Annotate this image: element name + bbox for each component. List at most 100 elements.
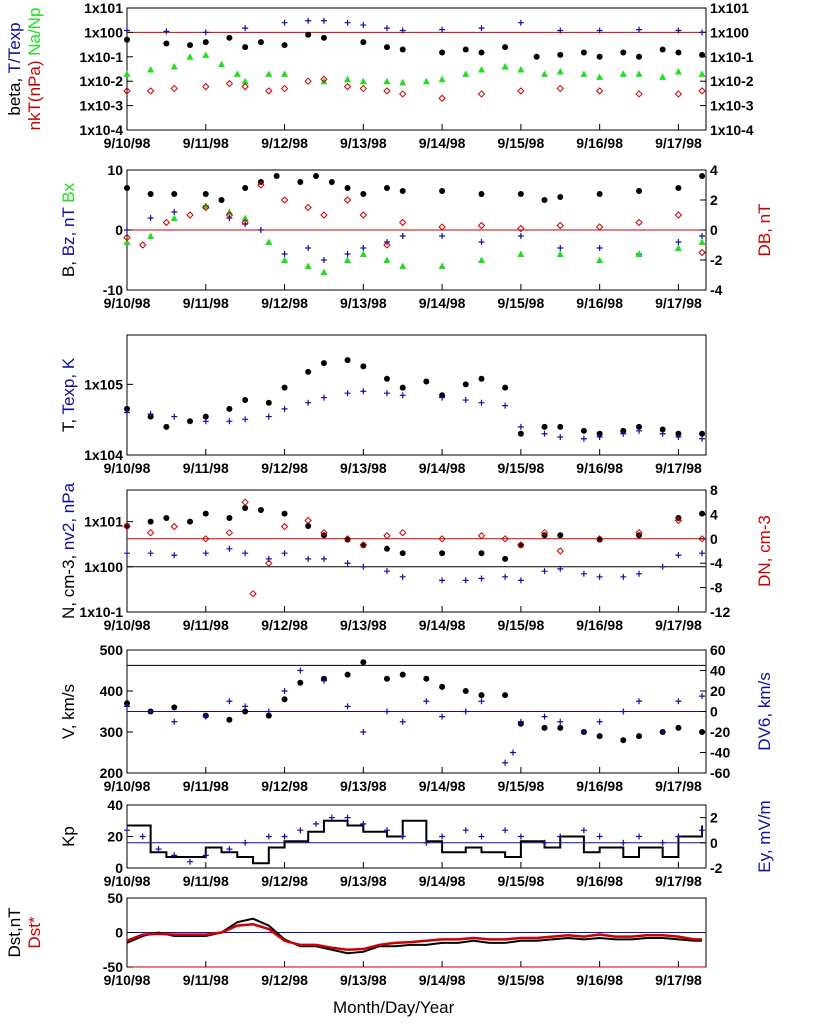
data-point — [305, 17, 312, 24]
data-point — [241, 82, 249, 91]
data-point — [699, 693, 706, 700]
data-point — [187, 518, 194, 525]
data-point — [399, 188, 406, 194]
data-point — [635, 528, 643, 537]
y2-tick-label: 0 — [710, 222, 718, 238]
data-point — [202, 203, 210, 212]
data-point — [242, 185, 249, 191]
data-point — [320, 528, 328, 537]
data-point — [423, 698, 430, 705]
data-point — [517, 430, 524, 437]
x-tick-label: 9/12/98 — [261, 617, 308, 633]
data-point — [557, 194, 564, 200]
y-tick-label: 400 — [100, 683, 124, 699]
data-point — [124, 700, 130, 707]
data-point — [124, 27, 130, 34]
data-point — [359, 84, 368, 93]
data-point — [595, 87, 604, 95]
label-part: nkT(nPa) — [25, 56, 44, 131]
data-point — [360, 363, 367, 370]
data-point — [675, 724, 682, 731]
x-axis-title: Month/Day/Year — [333, 998, 455, 1017]
data-point — [383, 675, 390, 682]
data-point — [147, 191, 154, 197]
x-tick-label: 9/10/98 — [104, 460, 151, 476]
data-point — [620, 839, 627, 846]
label-part: beta, — [5, 73, 24, 115]
data-point — [517, 577, 524, 584]
data-point — [596, 430, 603, 437]
y-tick-label: 1x101 — [84, 514, 123, 530]
data-point — [360, 191, 367, 197]
data-point — [344, 560, 351, 567]
data-point — [517, 87, 525, 95]
data-point — [202, 418, 209, 425]
data-point — [517, 233, 524, 239]
label-part: T/Texp — [5, 22, 24, 73]
panel-frame — [126, 7, 707, 131]
y2-tick-label: -8 — [710, 580, 723, 596]
data-point — [462, 827, 469, 834]
y2-tick-label: 1x10-3 — [710, 98, 754, 114]
data-point — [675, 698, 682, 705]
data-point — [305, 399, 312, 406]
data-point — [423, 378, 430, 385]
data-point — [439, 188, 446, 194]
data-point — [596, 53, 603, 60]
x-tick-label: 9/12/98 — [261, 873, 308, 889]
y2-tick-label: -20 — [710, 724, 730, 740]
data-point — [502, 827, 509, 834]
x-tick-label: 9/15/98 — [498, 295, 545, 311]
data-point — [674, 67, 682, 75]
data-point — [281, 70, 289, 77]
data-point — [155, 846, 162, 853]
data-point — [281, 251, 288, 257]
data-point — [478, 25, 485, 32]
data-point — [399, 528, 407, 537]
data-point — [699, 233, 706, 239]
data-point — [557, 27, 564, 34]
data-point — [636, 427, 643, 434]
data-point — [659, 729, 666, 735]
data-point — [517, 224, 525, 233]
data-point — [399, 384, 406, 391]
y2-tick-label: 1x100 — [710, 24, 749, 40]
data-point — [344, 703, 351, 710]
data-point — [242, 708, 249, 715]
data-point — [320, 360, 327, 367]
x-tick-label: 9/14/98 — [419, 295, 466, 311]
data-point — [383, 375, 390, 382]
data-point — [297, 679, 304, 686]
data-point — [359, 541, 368, 549]
data-point — [320, 555, 327, 562]
data-point — [281, 833, 288, 840]
x-tick-label: 9/15/98 — [498, 617, 545, 633]
label-part: Dst,nT — [5, 907, 24, 957]
data-point — [305, 245, 312, 251]
data-point — [478, 239, 485, 245]
data-point — [462, 381, 469, 388]
data-point — [502, 384, 509, 391]
data-point — [423, 839, 430, 846]
data-point — [241, 214, 249, 221]
data-point — [202, 413, 209, 420]
data-point — [439, 577, 446, 584]
x-tick-label: 9/17/98 — [655, 295, 702, 311]
x-tick-label: 9/15/98 — [498, 460, 545, 476]
data-point — [225, 79, 234, 88]
data-point — [699, 510, 706, 517]
data-point — [541, 839, 548, 846]
y-tick-label: 0 — [115, 925, 123, 941]
y2-axis-label: Ey, mV/m — [755, 800, 774, 872]
data-point — [171, 718, 178, 725]
data-point — [187, 418, 194, 425]
data-point — [675, 49, 682, 56]
x-tick-label: 9/11/98 — [183, 873, 229, 889]
data-point — [187, 858, 194, 865]
label-part: Na/Np — [25, 8, 44, 56]
data-point — [439, 550, 446, 557]
data-point — [517, 250, 525, 257]
data-point — [383, 77, 391, 85]
data-point — [439, 49, 446, 56]
y-tick-label: 300 — [100, 724, 124, 740]
